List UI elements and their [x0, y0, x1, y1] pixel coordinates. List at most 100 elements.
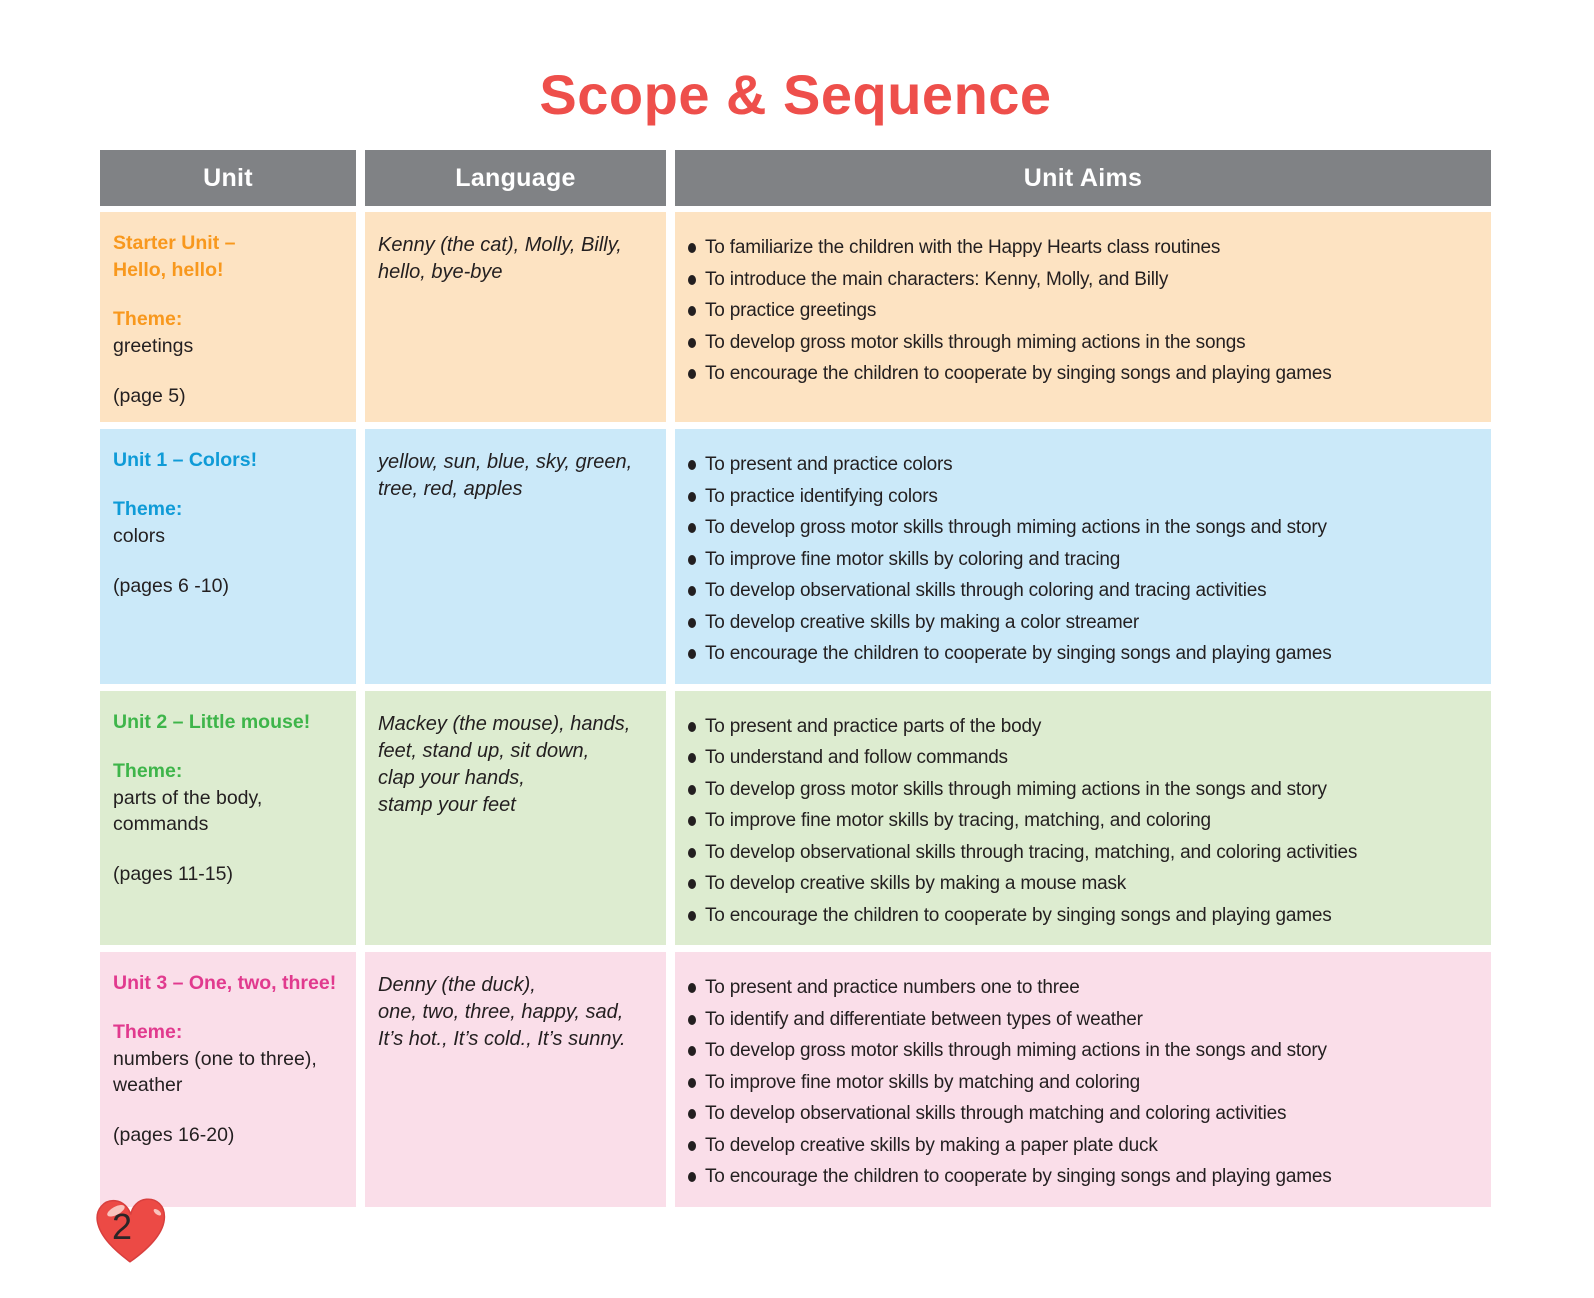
bullet-icon [688, 910, 696, 921]
unit-title: Unit 3 – One, two, three! [113, 972, 337, 994]
aim-text: To encourage the children to cooperate b… [705, 904, 1332, 926]
aim-text: To introduce the main characters: Kenny,… [705, 268, 1169, 290]
bullet-icon [688, 306, 696, 316]
heart-icon [96, 1198, 166, 1263]
aim-text: To develop creative skills by making a p… [705, 1134, 1158, 1156]
theme-label: Theme: [113, 1021, 183, 1043]
aim-item: To develop creative skills by making a m… [688, 868, 1479, 900]
unit-title: Unit 2 – Little mouse! [113, 710, 311, 733]
bullet-icon [688, 1014, 696, 1025]
aims-list: To familiarize the children with the Hap… [688, 230, 1479, 390]
aim-text: To practice greetings [705, 300, 877, 321]
aim-item: To improve fine motor skills by tracing,… [688, 805, 1479, 837]
bullet-icon [688, 879, 696, 889]
table-row-starter-unit: Starter Unit – Hello, hello! Theme: greet… [100, 212, 1491, 422]
bullet-icon [688, 337, 696, 348]
bullet-icon [688, 1046, 696, 1056]
aim-text: To understand and follow commands [705, 747, 1008, 768]
unit-cell: Unit 1 – Colors! Theme: colors (pages 6 … [100, 429, 356, 684]
aim-item: To improve fine motor skills by matching… [688, 1067, 1479, 1099]
language-text: Kenny (the cat), Molly, Billy, hello, bye… [378, 234, 622, 283]
aim-item: To introduce the main characters: Kenny,… [688, 264, 1479, 296]
aim-text: To encourage the children to cooperate b… [705, 1166, 1332, 1187]
page-number: 2 [111, 1206, 133, 1247]
aim-text: To develop gross motor skills through mi… [705, 517, 1327, 538]
aim-text: To improve fine motor skills by coloring… [705, 548, 1121, 570]
aim-item: To develop creative skills by making a p… [688, 1130, 1479, 1162]
aim-text: To present and practice colors [705, 454, 953, 475]
header-cell-unit-aims: Unit Aims [675, 150, 1491, 206]
theme-label: Theme: [113, 498, 183, 520]
language-cell: yellow, sun, blue, sky, green, tree, red,… [365, 429, 666, 684]
unit-cell: Starter Unit – Hello, hello! Theme: greet… [100, 212, 356, 422]
theme-label: Theme: [113, 759, 183, 782]
language-cell: Denny (the duck), one, two, three, happy,… [365, 952, 666, 1207]
page-range: (pages 16-20) [113, 1124, 235, 1146]
bullet-icon [688, 1172, 696, 1182]
aim-item: To encourage the children to cooperate b… [688, 900, 1479, 932]
aims-list: To present and practice colors To practic… [688, 447, 1479, 670]
table-rows: Starter Unit – Hello, hello! Theme: greet… [100, 212, 1491, 1207]
aim-text: To encourage the children to cooperate b… [705, 643, 1332, 664]
bullet-icon [688, 274, 696, 285]
aim-text: To develop gross motor skills through mi… [705, 1040, 1327, 1061]
bullet-icon [688, 1109, 696, 1119]
bullet-icon [688, 617, 696, 628]
aims-cell: To present and practice parts of the bod… [675, 690, 1491, 945]
scope-sequence-table: Unit Language Unit Aims Starter Unit – He… [100, 150, 1491, 1207]
header-cell-language: Language [365, 150, 666, 206]
aims-list: To present and practice parts of the bod… [688, 709, 1479, 932]
bullet-icon [688, 721, 696, 732]
language-text: Mackey (the mouse), hands, feet, stand up… [378, 712, 631, 816]
aim-item: To develop observational skills through … [688, 837, 1479, 869]
bullet-icon [688, 523, 696, 533]
theme-text: parts of the body, commands [113, 786, 263, 835]
aim-item: To encourage the children to cooperate b… [688, 358, 1479, 390]
language-cell: Mackey (the mouse), hands, feet, stand up… [365, 690, 666, 945]
aim-text: To improve fine motor skills by matching… [705, 1071, 1141, 1093]
aim-item: To develop observational skills through … [688, 1098, 1479, 1130]
aim-item: To improve fine motor skills by coloring… [688, 544, 1479, 576]
aim-text: To develop observational skills through … [705, 841, 1358, 863]
language-text: Denny (the duck), one, two, three, happy,… [378, 974, 626, 1050]
page-number-heart: 2 [93, 1194, 167, 1266]
language-cell: Kenny (the cat), Molly, Billy, hello, bye… [365, 212, 666, 422]
aim-item: To identify and differentiate between ty… [688, 1004, 1479, 1036]
aim-item: To present and practice parts of the bod… [688, 711, 1479, 743]
table-header-row: Unit Language Unit Aims [100, 150, 1491, 206]
aim-text: To familiarize the children with the Hap… [705, 237, 1221, 258]
aim-text: To develop gross motor skills through mi… [705, 331, 1246, 353]
unit-title: Starter Unit – Hello, hello! [113, 232, 236, 281]
page-range: (pages 11-15) [113, 862, 233, 885]
aim-text: To develop gross motor skills through mi… [705, 778, 1327, 800]
aim-text: To encourage the children to cooperate b… [705, 363, 1332, 384]
theme-text: greetings [113, 335, 194, 357]
theme-text: colors [113, 525, 166, 547]
aim-item: To understand and follow commands [688, 742, 1479, 774]
aims-list: To present and practice numbers one to t… [688, 970, 1479, 1193]
aim-item: To present and practice numbers one to t… [688, 972, 1479, 1004]
aim-text: To identify and differentiate between ty… [705, 1008, 1143, 1030]
table-row-unit-3-one-two-three: Unit 3 – One, two, three! Theme: numbers… [100, 952, 1491, 1207]
bullet-icon [688, 586, 696, 596]
page-title: Scope & Sequence [539, 63, 1052, 126]
aim-item: To encourage the children to cooperate b… [688, 1161, 1479, 1193]
aim-text: To develop observational skills through … [705, 1103, 1287, 1124]
aim-text: To develop observational skills through … [705, 580, 1267, 601]
bullet-icon [688, 816, 696, 826]
table-row-unit-2-little-mouse: Unit 2 – Little mouse! Theme: parts of t… [100, 690, 1491, 945]
aim-item: To develop gross motor skills through mi… [688, 327, 1479, 359]
bullet-icon [688, 1077, 696, 1088]
aim-item: To develop creative skills by making a c… [688, 607, 1479, 639]
aim-text: To practice identifying colors [705, 485, 938, 507]
aim-text: To present and practice numbers one to t… [705, 977, 1080, 998]
bullet-icon [688, 491, 696, 502]
bullet-icon [688, 460, 696, 470]
aims-cell: To present and practice colors To practic… [675, 429, 1491, 684]
theme-text: numbers (one to three), weather [113, 1048, 317, 1096]
bullet-icon [688, 847, 696, 858]
aim-text: To improve fine motor skills by tracing,… [705, 810, 1211, 831]
aim-item: To encourage the children to cooperate b… [688, 638, 1479, 670]
bullet-icon [688, 784, 696, 795]
